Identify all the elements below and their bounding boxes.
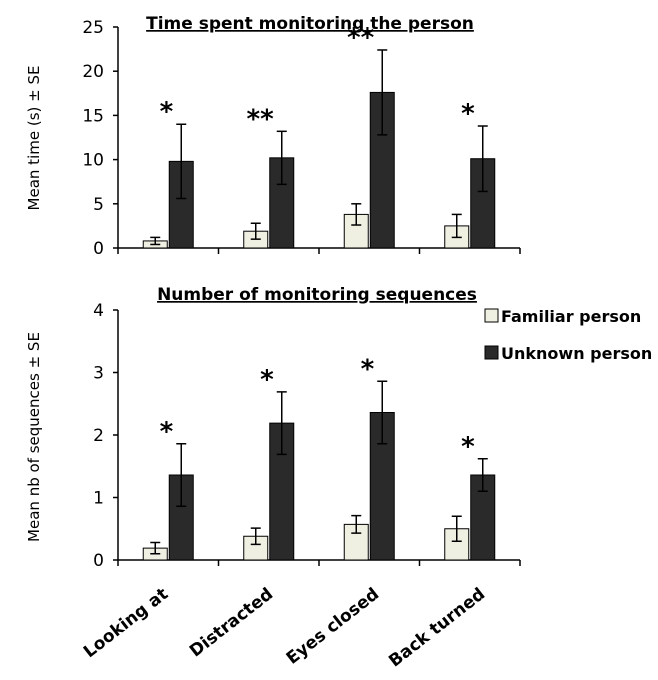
category-label-looking-at: Looking at (80, 584, 172, 662)
top-y-tick-label: 10 (82, 151, 104, 171)
bottom-significance-back-turned: * (461, 432, 475, 462)
chart-bottom-ylabel: Mean nb of sequences ± SE (25, 332, 43, 542)
x-categories: Looking at Distracted Eyes closed Back t… (80, 584, 489, 671)
bottom-y-tick-label: 4 (93, 301, 104, 321)
category-label-distracted: Distracted (186, 584, 277, 661)
top-significance-eyes-closed: ** (347, 23, 375, 53)
chart-top-ylabel: Mean time (s) ± SE (25, 66, 43, 211)
chart-bottom-title: Number of monitoring sequences (157, 285, 477, 305)
top-y-tick-label: 5 (93, 195, 104, 215)
top-significance-distracted: ** (247, 104, 275, 134)
bottom-significance-distracted: * (260, 365, 274, 395)
top-significance-looking-at: * (160, 97, 174, 127)
bottom-y-tick-label: 2 (93, 426, 104, 446)
bottom-significance-looking-at: * (160, 417, 174, 447)
legend-swatch-unknown (484, 345, 499, 360)
chart-bottom-bars: * * * * (142, 354, 496, 561)
chart-top-axes: 0 5 10 15 20 25 (82, 18, 521, 259)
chart-top-bars: * ***** (142, 23, 496, 249)
chart-top: Time spent monitoring the person Mean ti… (25, 14, 521, 259)
bottom-y-tick-label: 1 (93, 489, 104, 509)
legend-label-familiar: Familiar person (501, 307, 641, 326)
top-y-tick-label: 25 (82, 18, 104, 38)
legend-label-unknown: Unknown person (501, 344, 652, 363)
top-significance-back-turned: * (461, 99, 475, 129)
bottom-y-tick-label: 0 (93, 551, 104, 571)
chart-bottom: Number of monitoring sequences Mean nb o… (25, 285, 521, 571)
bottom-significance-eyes-closed: * (361, 354, 375, 384)
top-y-tick-label: 0 (93, 239, 104, 259)
bottom-y-tick-label: 3 (93, 364, 104, 384)
legend-swatch-familiar (484, 308, 499, 323)
category-label-back-turned: Back turned (385, 584, 489, 671)
legend: Familiar person Unknown person (484, 307, 652, 363)
chart-top-title: Time spent monitoring the person (146, 14, 474, 34)
category-label-eyes-closed: Eyes closed (283, 584, 383, 669)
top-y-tick-label: 15 (82, 106, 104, 126)
top-y-tick-label: 20 (82, 62, 104, 82)
